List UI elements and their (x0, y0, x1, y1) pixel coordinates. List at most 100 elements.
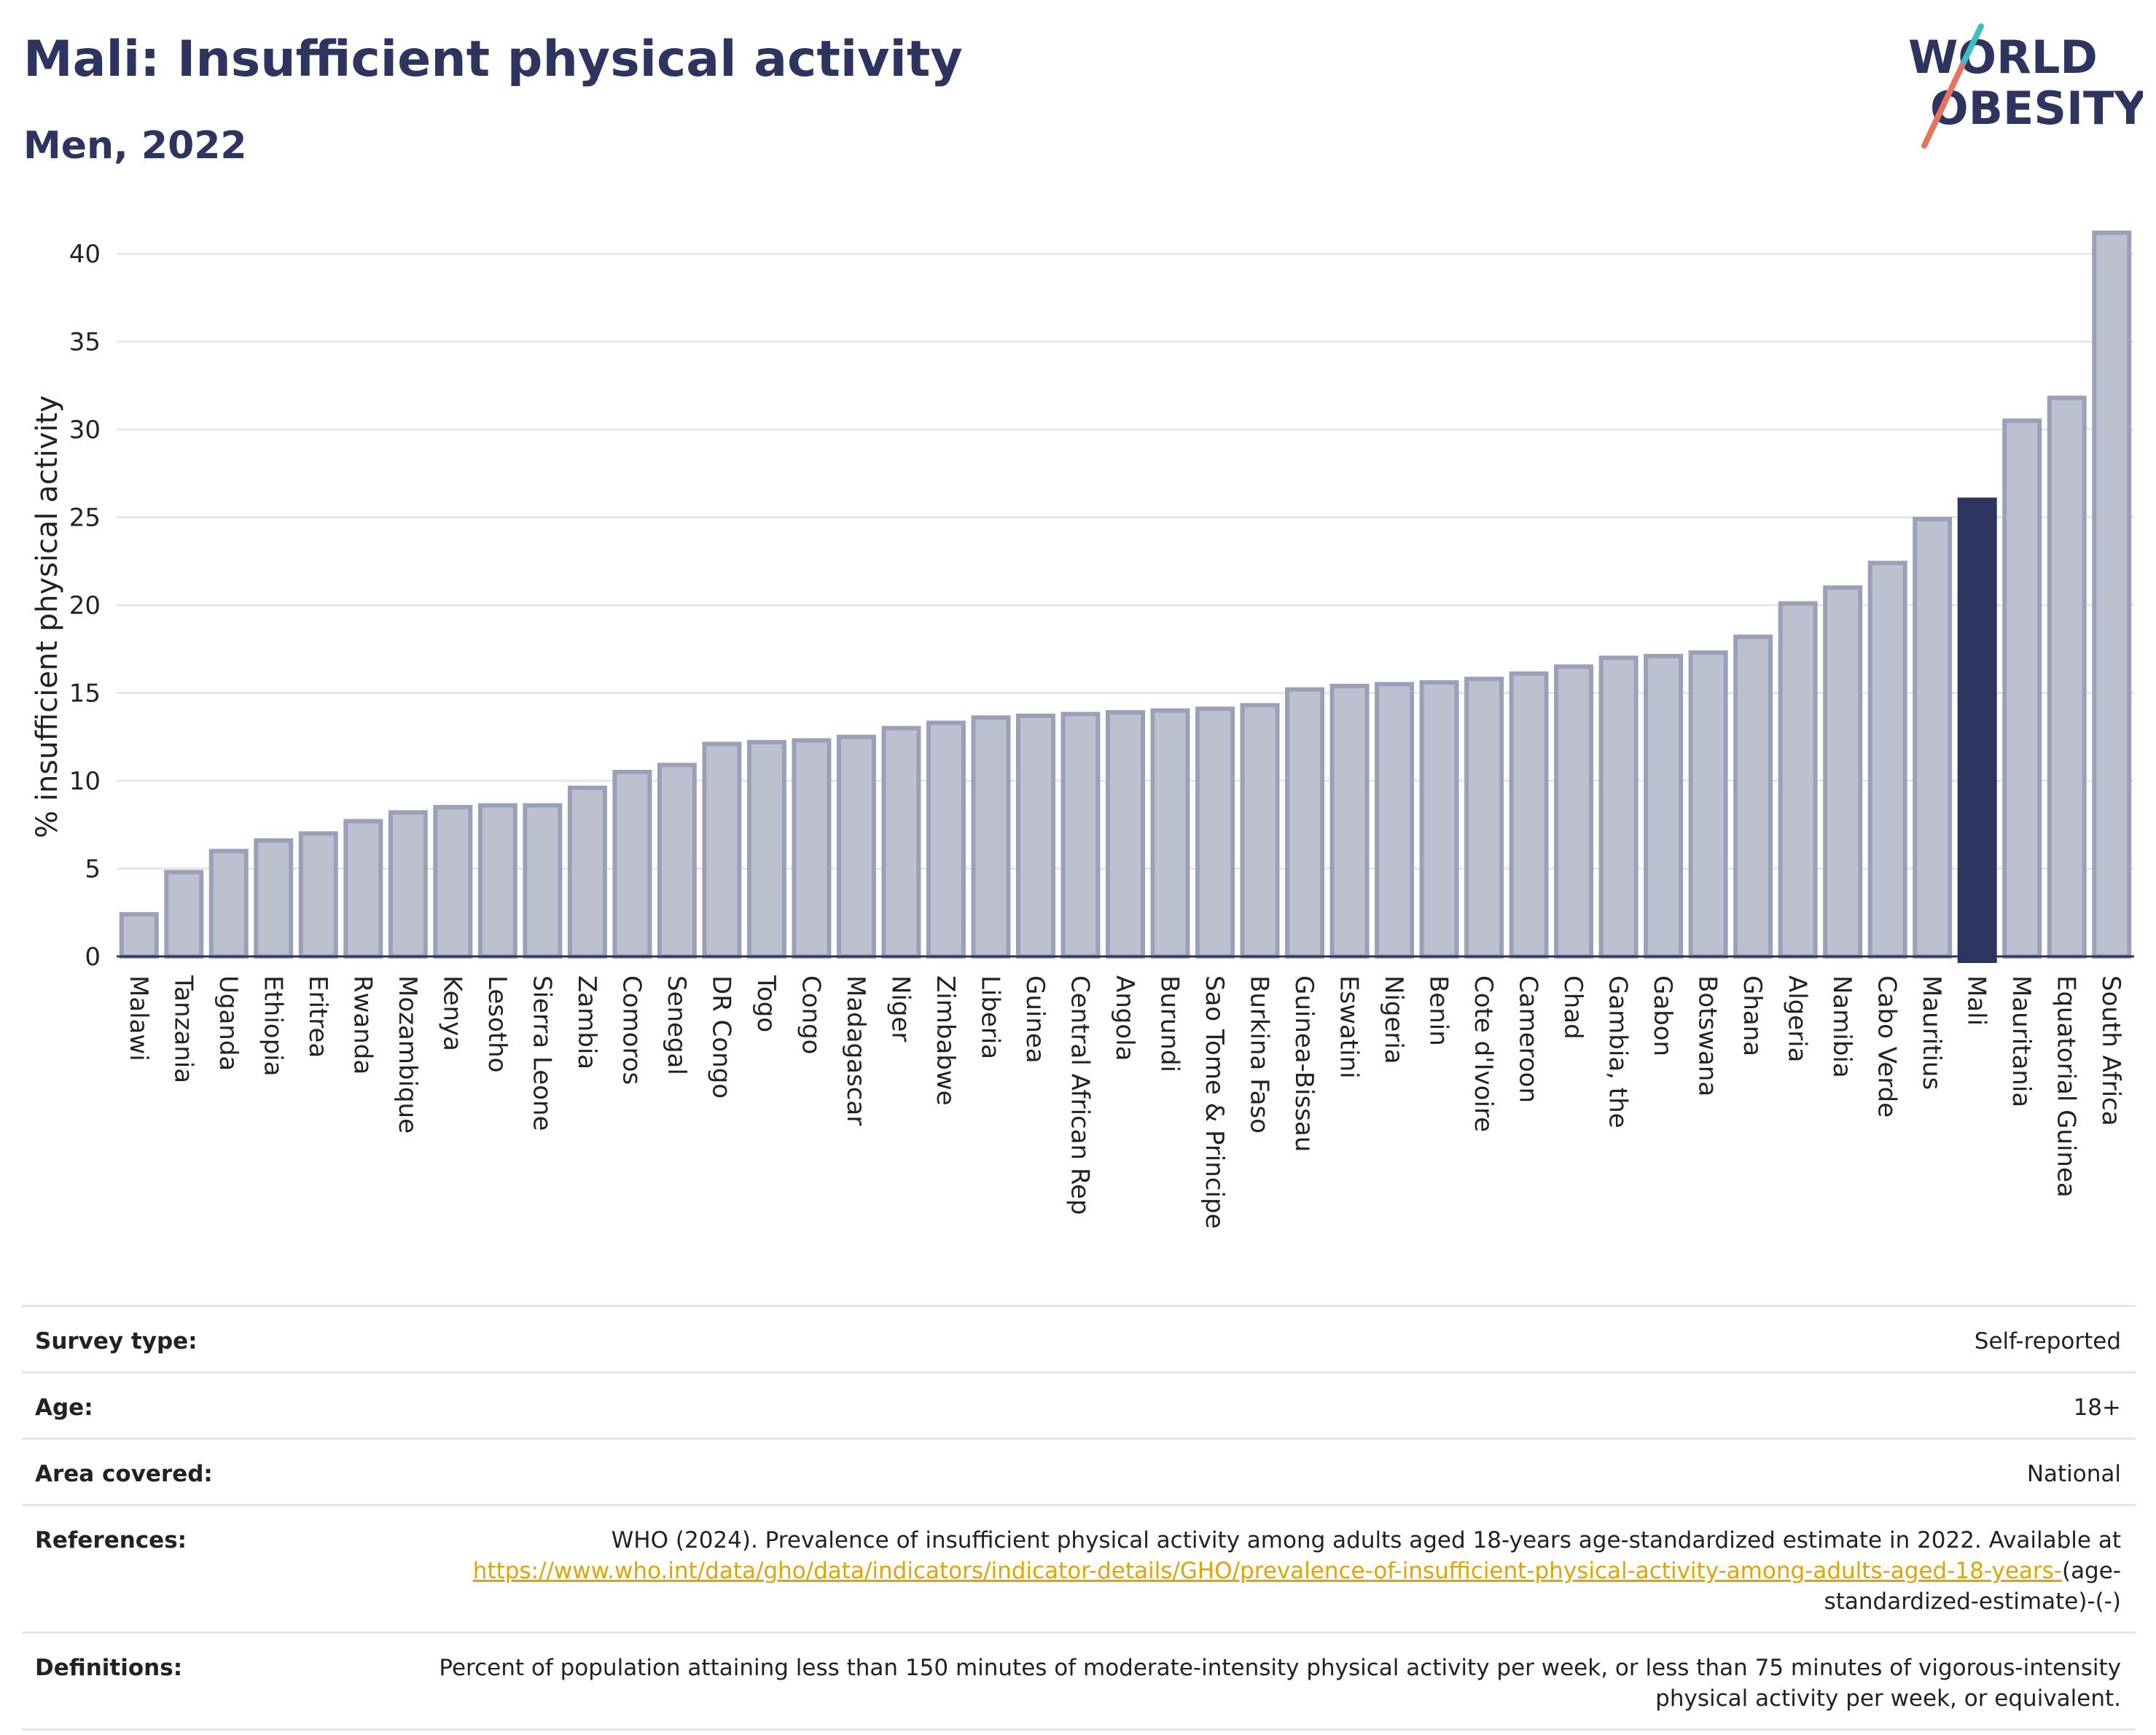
bar-burundi (1150, 708, 1190, 959)
x-tick-label: Cabo Verde (1872, 975, 1902, 1118)
x-tick-label: South Africa (2096, 975, 2125, 1126)
meta-value: 18+ (2073, 1395, 2121, 1421)
y-axis-ticks: 0 5 10 15 20 25 30 35 40 (69, 240, 101, 972)
bar-central-african-rep (1061, 711, 1101, 959)
bar-ethiopia (254, 838, 294, 959)
reference-link-suffix: (age-standardized-estimate)-(-) (1824, 1558, 2121, 1615)
meta-row-area-covered: Area covered: National (22, 1438, 2136, 1504)
bar-namibia (1823, 585, 1863, 959)
meta-key: Area covered: (35, 1461, 213, 1487)
bar-algeria (1778, 601, 1818, 959)
y-tick-label: 15 (69, 679, 101, 709)
logo-line2: OBESITY (1930, 82, 2143, 135)
bar-mauritius (1913, 517, 1953, 959)
x-axis-ticks: Malawi Tanzania Uganda Ethiopia Eritrea Rwand… (124, 975, 2125, 1229)
bar-eritrea (298, 831, 338, 959)
bar-chad (1554, 664, 1594, 959)
bar-malawi (119, 912, 159, 959)
bar-congo (792, 738, 832, 959)
reference-text: WHO (2024). Prevalence of insufficient p… (611, 1527, 2121, 1553)
x-tick-label: Malawi (124, 975, 153, 1061)
x-tick-label: DR Congo (706, 975, 735, 1099)
bar-comoros (612, 770, 652, 959)
bar-benin (1419, 680, 1459, 959)
bar-gabon (1644, 653, 1684, 959)
x-tick-label: Congo (796, 975, 825, 1054)
chart-subtitle: Men, 2022 (23, 124, 247, 168)
y-tick-label: 40 (69, 240, 101, 269)
y-tick-label: 10 (69, 767, 101, 796)
x-tick-label: Senegal (662, 975, 691, 1075)
bar-chart: 0 5 10 15 20 25 30 35 40 Malawi Tanzania Uganda Eth… (31, 230, 2134, 1229)
bar-senegal (657, 763, 697, 959)
metadata-table: Survey type: Self-reported Age: 18+ Area… (22, 1305, 2136, 1731)
bar-tanzania (164, 870, 204, 959)
meta-row-definitions: Definitions: Percent of population attai… (22, 1631, 2136, 1731)
reference-link[interactable]: https://www.who.int/data/gho/data/indica… (472, 1558, 2062, 1584)
bar-equatorial-guinea (2047, 395, 2087, 959)
x-tick-label: Ghana (1738, 975, 1767, 1056)
bar-liberia (971, 715, 1011, 959)
bar-mozambique (388, 810, 428, 959)
bar-gambia-the (1598, 655, 1639, 959)
bar-burkina-faso (1240, 703, 1280, 959)
bar-sao-tome-principe (1195, 706, 1235, 959)
bar-mauritania (2002, 418, 2042, 959)
bar-nigeria (1375, 682, 1415, 959)
x-tick-label: Sao Tome & Principe (1200, 975, 1229, 1229)
bar-mali (1957, 497, 1997, 963)
x-tick-label: Gambia, the (1604, 975, 1633, 1128)
x-tick-label: Eritrea (303, 975, 332, 1058)
bar-dr-congo (702, 741, 742, 959)
x-tick-label: Sierra Leone (527, 975, 556, 1131)
bar-kenya (433, 805, 473, 959)
x-tick-label: Gabon (1648, 975, 1677, 1056)
world-obesity-logo: WORLD OBESITY (1908, 23, 2143, 149)
x-tick-label: Zimbabwe (931, 975, 960, 1106)
meta-key: Age: (35, 1395, 93, 1421)
bar-south-africa (2092, 230, 2132, 959)
bar-guinea (1015, 713, 1055, 959)
x-tick-label: Guinea-Bissau (1289, 975, 1319, 1152)
bar-uganda (208, 849, 249, 959)
y-tick-label: 20 (69, 591, 101, 620)
x-tick-label: Cameroon (1514, 975, 1543, 1103)
x-tick-label: Uganda (214, 975, 243, 1071)
bar-zambia (567, 785, 607, 959)
y-tick-label: 5 (85, 855, 101, 884)
bar-niger (881, 725, 921, 959)
x-tick-label: Rwanda (348, 975, 377, 1075)
bar-madagascar (836, 734, 876, 959)
x-tick-label: Nigeria (1379, 975, 1408, 1064)
meta-value: Self-reported (1974, 1328, 2121, 1354)
x-tick-label: Cote d'Ivoire (1469, 975, 1498, 1132)
x-tick-label: Eswatini (1335, 975, 1364, 1079)
bar-cote-d-ivoire (1464, 677, 1504, 959)
y-tick-label: 30 (69, 416, 101, 445)
x-tick-label: Equatorial Guinea (2052, 975, 2081, 1198)
y-tick-label: 35 (69, 328, 101, 357)
x-tick-label: Liberia (975, 975, 1004, 1059)
x-tick-label: Mauritius (1917, 975, 1946, 1090)
x-tick-label: Burundi (1155, 975, 1184, 1072)
x-tick-label: Angola (1110, 975, 1139, 1061)
x-tick-label: Namibia (1827, 975, 1856, 1078)
x-tick-label: Togo (751, 975, 781, 1032)
meta-key: References: (35, 1527, 187, 1553)
x-tick-label: Algeria (1783, 975, 1812, 1062)
x-tick-label: Niger (886, 975, 915, 1042)
y-axis-label: % insufficient physical activity (31, 395, 64, 838)
meta-row-references: References: WHO (2024). Prevalence of in… (22, 1504, 2136, 1631)
bar-cabo-verde (1867, 561, 1907, 959)
meta-key: Definitions: (35, 1655, 183, 1681)
x-tick-label: Zambia (572, 975, 601, 1069)
meta-value: WHO (2024). Prevalence of insufficient p… (372, 1525, 2121, 1617)
x-tick-label: Burkina Faso (1245, 975, 1274, 1134)
logo-line1: WORLD (1908, 31, 2098, 84)
bar-sierra-leone (523, 803, 563, 959)
meta-value: Percent of population attaining less tha… (439, 1655, 2121, 1712)
bar-lesotho (477, 803, 517, 959)
x-tick-label: Benin (1424, 975, 1453, 1046)
bar-eswatini (1329, 683, 1370, 959)
y-tick-label: 25 (69, 504, 101, 533)
